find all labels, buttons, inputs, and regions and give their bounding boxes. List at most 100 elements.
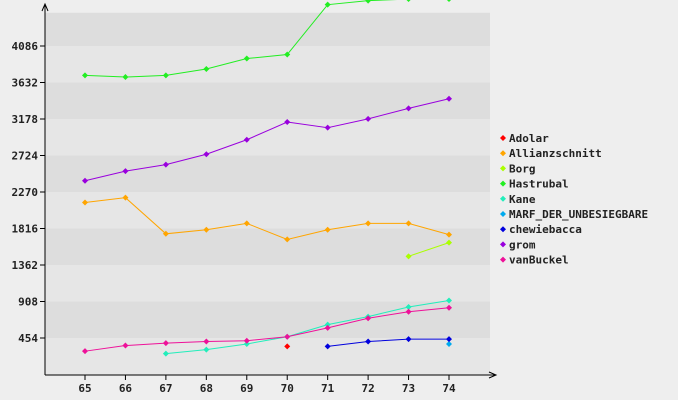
legend-marker-grom [500,241,506,248]
data-point-vanbuckel [162,340,169,347]
legend-label-vanbuckel: vanBuckel [509,254,569,267]
data-point-kane [405,303,412,310]
grid-band [45,155,490,192]
x-tick-label: 65 [78,382,91,395]
legend-label-adolar: Adolar [509,132,549,145]
y-tick-label: 1816 [12,223,39,236]
legend-marker-allianzschnitt [500,150,506,157]
y-tick-label: 2724 [12,150,39,163]
data-point-hastrubal [406,0,411,3]
data-point-grom [446,95,452,102]
data-point-hastrubal [82,72,88,79]
data-point-vanbuckel [243,337,250,344]
grid-band [45,46,490,83]
data-point-allianzschnitt [243,220,250,227]
grid-band [45,338,490,375]
data-point-vanbuckel [203,338,210,345]
x-tick-label: 69 [240,382,253,395]
x-tick-label: 68 [200,382,213,395]
data-point-hastrubal [243,55,250,62]
legend-label-chewiebacca: chewiebacca [509,223,582,236]
data-point-grom [203,151,210,158]
x-tick-label: 66 [119,382,133,395]
legend-label-hastrubal: Hastrubal [509,178,569,191]
grid-band [45,119,490,156]
data-point-allianzschnitt [405,220,412,227]
series-line-allianzschnitt [84,197,450,240]
data-point-hastrubal [122,74,129,81]
grid-band [45,301,490,338]
data-point-chewiebacca [446,336,452,343]
data-point-vanbuckel [324,324,331,331]
legend-marker-chewiebacca [500,226,506,233]
y-axis-ticks: 454 908 1362 1816 2270 2724 3178 3632 4086 [12,40,45,345]
legend-marker-borg [500,165,506,172]
legend-marker-vanbuckel [500,256,506,263]
y-tick-label: 4086 [12,40,39,53]
data-point-grom [82,177,88,184]
data-point-borg [405,253,412,260]
legend-label-marf-der-unbesiegbare: MARF_DER_UNBESIEGBARE [509,208,648,221]
data-point-grom [243,136,250,143]
legend-label-borg: Borg [509,162,536,175]
data-point-marf-der-unbesiegbare [446,340,452,347]
data-point-kane [446,297,452,304]
data-point-hastrubal [284,51,291,58]
data-point-grom [365,115,372,122]
legend: Adolar Allianzschnitt Borg Hastrubal Kane MAR… [500,132,648,267]
series-line-kane [165,300,450,355]
data-point-allianzschnitt [162,230,169,237]
legend-marker-marf-der-unbesiegbare [500,211,506,217]
legend-label-grom: grom [509,238,536,251]
data-point-kane [243,340,250,347]
data-point-borg [446,239,452,246]
data-point-allianzschnitt [446,231,452,238]
series-line-borg [408,242,450,257]
data-point-kane [203,346,210,353]
data-point-adolar [284,343,291,350]
y-tick-label: 3178 [12,113,39,126]
data-point-vanbuckel [405,308,412,315]
data-point-chewiebacca [324,343,331,350]
data-point-vanbuckel [284,333,291,340]
grid-band [45,228,490,265]
data-point-allianzschnitt [365,220,372,227]
y-axis-arrow [41,2,49,12]
data-point-allianzschnitt [324,226,331,233]
data-point-vanbuckel [82,348,88,355]
data-point-hastrubal [324,1,331,8]
data-point-hastrubal [203,65,210,72]
data-point-grom [405,105,412,112]
legend-marker-adolar [500,135,506,141]
data-point-hastrubal [162,72,169,79]
plot-background [45,12,490,375]
data-point-allianzschnitt [203,226,210,233]
data-point-vanbuckel [365,315,372,322]
data-point-kane [324,321,331,328]
data-point-hastrubal [446,0,452,3]
x-tick-label: 74 [442,382,456,395]
x-tick-label: 72 [361,382,374,395]
x-axis-ticks: 65 66 67 68 69 70 71 72 73 74 [78,375,456,395]
series-line-grom [84,98,450,182]
y-tick-label: 3632 [12,77,39,90]
x-tick-label: 70 [281,382,294,395]
x-axis-arrow [488,371,498,379]
grid-band [45,265,490,302]
y-tick-label: 2270 [12,186,39,199]
y-tick-label: 1362 [12,259,39,272]
series-line-vanbuckel [84,307,450,352]
legend-label-kane: Kane [509,193,536,206]
y-tick-label: 454 [18,332,38,345]
data-point-kane [162,350,169,357]
data-point-grom [162,161,169,168]
data-point-allianzschnitt [284,236,291,243]
data-point-allianzschnitt [82,199,88,206]
data-point-chewiebacca [405,336,412,343]
axes [41,2,498,379]
grid-band [45,12,490,47]
y-tick-label: 908 [18,296,38,309]
x-tick-label: 71 [321,382,335,395]
